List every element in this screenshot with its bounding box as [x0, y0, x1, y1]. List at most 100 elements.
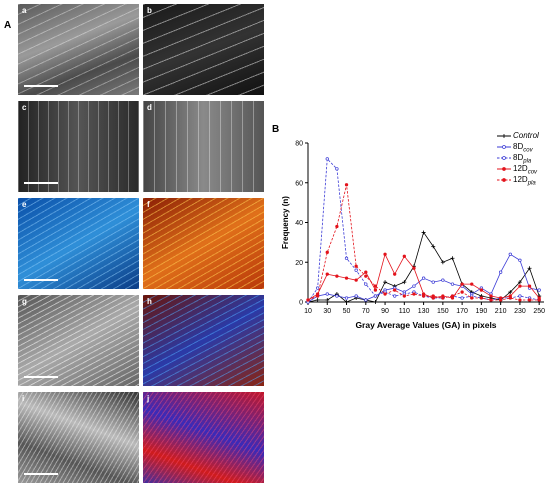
data-point [364, 274, 368, 278]
data-point [364, 282, 368, 286]
data-point [373, 288, 378, 292]
micrograph-label: j [147, 394, 150, 403]
data-point [402, 294, 406, 298]
data-point [527, 298, 532, 302]
data-point [431, 244, 436, 249]
x-tick-label: 210 [495, 308, 507, 315]
data-point [479, 288, 484, 292]
data-point [344, 296, 349, 300]
series-3 [306, 252, 541, 302]
data-point [460, 282, 464, 286]
data-point [344, 183, 349, 187]
data-point [335, 167, 339, 171]
micrograph-panel-f: f [143, 198, 264, 289]
data-point [393, 272, 397, 276]
micrograph-label: f [147, 200, 150, 209]
x-tick-label: 110 [399, 308, 410, 315]
micrograph-panel-e: e [18, 198, 139, 289]
y-tick-label: 0 [299, 300, 303, 307]
data-point [470, 296, 474, 300]
x-axis-title: Gray Average Values (GA) in pixels [355, 320, 496, 330]
data-point [499, 298, 503, 302]
data-point [450, 282, 455, 286]
data-point [431, 280, 435, 284]
data-point [412, 292, 416, 296]
x-tick-label: 30 [323, 308, 331, 315]
data-point [421, 276, 426, 280]
data-point [315, 294, 320, 298]
panel-b-label: B [272, 124, 280, 135]
legend-label: Control [513, 131, 539, 140]
y-tick-label: 80 [295, 141, 303, 148]
series-4 [306, 183, 541, 302]
legend-entry: 12Dcov [497, 163, 549, 176]
data-point [393, 294, 397, 298]
legend-line-swatch [497, 178, 511, 182]
data-point [364, 298, 368, 302]
data-point [499, 270, 503, 274]
data-point [364, 270, 368, 274]
micrograph-panel-d: d [143, 101, 264, 192]
micrograph-label: c [22, 103, 27, 112]
x-tick-label: 250 [533, 308, 545, 315]
data-point [518, 284, 522, 288]
data-point [373, 294, 378, 298]
micrograph-label: g [22, 297, 27, 306]
panel-a-label: A [4, 20, 12, 31]
micrograph-panel-b: b [143, 4, 264, 95]
legend-label: 8Dpla [513, 153, 532, 165]
scale-bar [24, 85, 58, 87]
data-point [517, 280, 522, 285]
data-point [344, 256, 349, 260]
data-point [489, 294, 493, 298]
x-tick-label: 150 [437, 308, 449, 315]
micrograph-panel-g: g [18, 295, 139, 386]
data-point [335, 274, 339, 278]
data-point [383, 252, 387, 256]
data-point [402, 254, 406, 258]
legend-entry: 8Dcov [497, 141, 549, 154]
data-point [450, 256, 455, 261]
x-tick-label: 190 [476, 308, 488, 315]
x-tick-label: 70 [362, 308, 370, 315]
data-point [441, 296, 445, 300]
data-point [354, 278, 358, 282]
series-line [307, 231, 540, 303]
chart-legend: Control 8Dcov 8Dpla 12Dcov 12Dpla [497, 130, 549, 187]
data-point [335, 294, 339, 298]
x-tick-label: 230 [514, 308, 526, 315]
series-line [307, 184, 540, 301]
data-point [325, 272, 329, 276]
micrograph-label: e [22, 200, 27, 209]
data-point [402, 280, 407, 285]
scale-bar [24, 182, 58, 184]
data-point [325, 157, 329, 161]
data-point [537, 288, 541, 292]
data-point [440, 260, 445, 265]
data-point [489, 298, 493, 302]
legend-entry: 8Dpla [497, 152, 549, 165]
data-point [325, 250, 329, 254]
micrograph-label: d [147, 103, 152, 112]
data-point [518, 294, 522, 298]
data-point [518, 298, 522, 302]
data-point [325, 292, 329, 296]
data-point [470, 282, 474, 286]
data-point [373, 284, 378, 288]
data-point [412, 266, 416, 270]
data-point [315, 286, 320, 290]
legend-label: 8Dcov [513, 142, 533, 154]
x-tick-label: 50 [343, 308, 351, 315]
y-axis-title: Frequency (n) [281, 196, 290, 249]
scale-bar [24, 473, 58, 475]
x-tick-label: 10 [304, 308, 312, 315]
x-tick-label: 170 [456, 308, 468, 315]
legend-entry: Control [497, 130, 549, 141]
x-tick-label: 130 [418, 308, 430, 315]
data-point [354, 294, 358, 298]
data-point [354, 264, 358, 268]
data-point [460, 290, 464, 294]
data-point [325, 298, 330, 303]
data-point [450, 294, 455, 298]
gray-value-histogram-chart: 0 20 40 60 80 10 30 50 70 90 110 130 150 170 190 210 230… [281, 141, 545, 331]
